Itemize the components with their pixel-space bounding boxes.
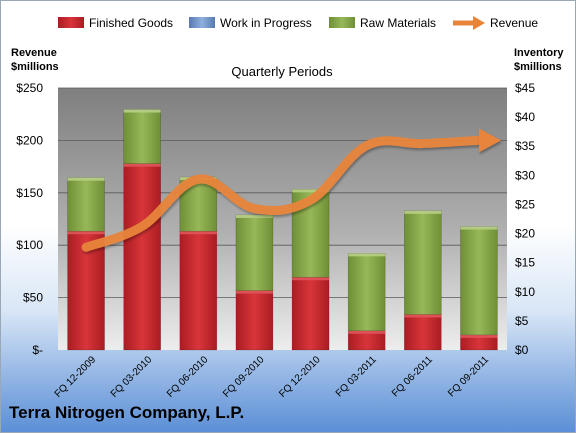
right-tick-label: $5 <box>515 314 529 328</box>
left-tick-label: $- <box>32 343 43 357</box>
bar-finished-goods <box>291 276 330 351</box>
right-axis-title-line2: $millions <box>514 61 562 73</box>
bar-raw-materials <box>123 109 161 164</box>
left-tick-label: $150 <box>16 186 43 200</box>
x-tick-label: FQ 09-2011 <box>446 354 491 399</box>
left-axis-title-line1: Revenue <box>11 47 57 59</box>
right-tick-label: $45 <box>515 81 535 95</box>
left-tick-label: $250 <box>16 81 43 95</box>
chart-title: Quarterly Periods <box>231 64 333 79</box>
x-axis-labels: FQ 12-2009 FQ 03-2010 FQ 06-2010 FQ 09-2010… <box>53 354 492 400</box>
legend-swatch-work-in-progress <box>189 17 215 28</box>
legend: Finished Goods Work in Progress Raw Mate… <box>58 16 538 30</box>
bar-finished-goods <box>179 230 218 351</box>
company-name: Terra Nitrogen Company, L.P. <box>9 403 245 422</box>
bar-finished-goods-top <box>235 290 273 294</box>
x-tick-label: FQ 03-2010 <box>109 354 155 400</box>
bar-finished-goods-top <box>179 231 217 235</box>
bar-raw-materials-top <box>460 226 498 230</box>
bar-finished-goods-top <box>348 330 386 334</box>
bar-finished-goods-top <box>67 231 105 235</box>
left-tick-label: $200 <box>16 133 43 147</box>
legend-swatch-raw-materials <box>329 17 355 28</box>
legend-label-work-in-progress: Work in Progress <box>220 16 312 30</box>
bar-finished-goods-top <box>292 277 330 281</box>
bar-raw-materials-top <box>292 189 330 193</box>
bar-raw-materials <box>235 214 274 291</box>
right-tick-label: $35 <box>515 139 535 153</box>
right-tick-label: $25 <box>515 197 535 211</box>
right-tick-label: $40 <box>515 110 535 124</box>
bar-raw-materials-top <box>235 214 273 218</box>
legend-label-raw-materials: Raw Materials <box>360 16 436 30</box>
revenue-line-arrowhead <box>478 128 501 153</box>
bar-finished-goods-top <box>460 334 498 338</box>
left-axis-ticks: $- $50 $100 $150 $200 $250 <box>16 81 43 357</box>
bar-raw-materials <box>67 177 105 232</box>
bar-finished-goods <box>123 163 161 351</box>
bar-raw-materials-top <box>348 253 386 257</box>
right-tick-label: $30 <box>515 168 535 182</box>
x-tick-label: FQ 06-2010 <box>165 354 211 400</box>
x-tick-label: FQ 03-2011 <box>334 354 379 399</box>
bar-raw-materials-top <box>123 109 161 113</box>
bar-raw-materials-top <box>404 210 442 214</box>
legend-label-finished-goods: Finished Goods <box>89 16 173 30</box>
legend-item-revenue[interactable]: Revenue <box>453 16 538 30</box>
right-axis-ticks: $0 $5 $10 $15 $20 $25 $30 $35 $40 $45 <box>515 81 535 357</box>
bar-raw-materials <box>404 210 442 315</box>
bar-finished-goods-top <box>404 314 442 318</box>
x-tick-label: FQ 12-2009 <box>53 354 99 400</box>
x-tick-label: FQ 09-2010 <box>221 354 267 400</box>
bar-raw-materials <box>460 226 498 336</box>
left-tick-label: $50 <box>23 291 43 305</box>
bar-finished-goods <box>235 290 274 351</box>
legend-item-work-in-progress[interactable]: Work in Progress <box>189 16 312 30</box>
x-tick-label: FQ 06-2011 <box>390 354 435 399</box>
bar-finished-goods-top <box>123 163 161 167</box>
bars <box>67 109 498 351</box>
legend-arrow-revenue <box>473 16 485 30</box>
legend-item-finished-goods[interactable]: Finished Goods <box>58 16 173 30</box>
revenue-line-path <box>81 135 488 252</box>
bar-finished-goods <box>404 314 442 351</box>
right-tick-label: $10 <box>515 285 535 299</box>
right-tick-label: $0 <box>515 343 529 357</box>
bar-raw-materials <box>347 253 386 332</box>
right-axis-title-line1: Inventory <box>514 47 564 59</box>
legend-item-raw-materials[interactable]: Raw Materials <box>329 16 436 30</box>
x-tick-label: FQ 12-2010 <box>277 354 323 400</box>
bar-raw-materials-top <box>67 177 105 181</box>
revenue-line <box>81 128 501 252</box>
right-tick-label: $15 <box>515 256 535 270</box>
left-tick-label: $100 <box>16 238 43 252</box>
right-tick-label: $20 <box>515 227 535 241</box>
left-axis-title-line2: $millions <box>11 61 59 73</box>
legend-label-revenue: Revenue <box>490 16 538 30</box>
legend-swatch-finished-goods <box>58 17 84 28</box>
